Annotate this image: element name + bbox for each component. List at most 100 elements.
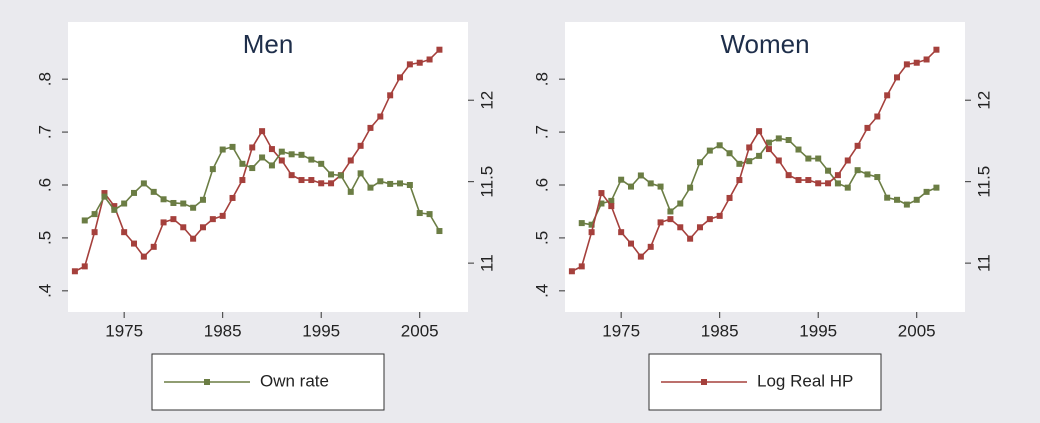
panel-title: Men — [243, 29, 294, 59]
marker — [923, 188, 930, 195]
marker — [785, 137, 792, 144]
marker — [140, 253, 147, 260]
marker — [864, 171, 871, 178]
marker — [716, 142, 723, 149]
marker — [805, 177, 812, 184]
marker — [825, 167, 832, 174]
marker — [121, 229, 128, 236]
marker — [588, 221, 595, 228]
marker — [328, 171, 335, 178]
marker — [775, 157, 782, 164]
marker — [736, 177, 743, 184]
marker — [377, 113, 384, 120]
marker — [756, 128, 763, 135]
marker — [657, 183, 664, 190]
x-tick-label: 1985 — [701, 321, 739, 340]
legend-label: Own rate — [260, 371, 329, 390]
marker — [239, 177, 246, 184]
marker — [637, 172, 644, 179]
marker — [209, 166, 216, 173]
marker — [834, 180, 841, 187]
plot-area — [565, 22, 965, 312]
marker — [190, 204, 197, 211]
y-tick-label: .6 — [532, 178, 551, 192]
x-tick-label: 1975 — [105, 321, 143, 340]
marker — [160, 196, 167, 203]
marker — [268, 146, 275, 153]
marker — [377, 178, 384, 185]
marker — [864, 124, 871, 131]
y-tick-label: .7 — [532, 125, 551, 139]
marker — [436, 228, 443, 235]
marker — [687, 184, 694, 191]
marker — [716, 212, 723, 219]
marker — [894, 74, 901, 81]
marker — [894, 196, 901, 203]
y2-tick-label: 11 — [477, 254, 496, 272]
marker — [657, 219, 664, 226]
marker — [160, 219, 167, 226]
marker — [278, 148, 285, 155]
marker — [628, 183, 635, 190]
marker — [406, 181, 413, 188]
marker — [328, 180, 335, 187]
marker — [726, 150, 733, 157]
marker — [298, 177, 305, 184]
marker — [608, 197, 615, 204]
marker — [578, 263, 585, 270]
marker — [278, 157, 285, 164]
marker — [101, 190, 108, 197]
y2-tick-label: 12 — [974, 91, 993, 110]
marker — [367, 124, 374, 131]
marker — [170, 199, 177, 206]
marker — [81, 263, 88, 270]
marker — [170, 216, 177, 223]
marker — [765, 146, 772, 153]
marker — [667, 216, 674, 223]
marker — [298, 151, 305, 158]
marker — [219, 212, 226, 219]
marker — [647, 243, 654, 250]
marker — [677, 200, 684, 207]
y-tick-label: .8 — [35, 72, 54, 86]
marker — [933, 46, 940, 53]
marker — [416, 59, 423, 66]
marker — [288, 151, 295, 158]
marker — [337, 172, 344, 179]
marker — [397, 74, 404, 81]
marker — [239, 160, 246, 167]
marker — [736, 160, 743, 167]
marker — [219, 146, 226, 153]
marker — [815, 155, 822, 162]
marker — [588, 229, 595, 236]
legend-label: Log Real HP — [757, 371, 853, 390]
legend-marker — [204, 379, 210, 385]
marker — [318, 160, 325, 167]
marker — [874, 174, 881, 181]
x-tick-label: 1995 — [799, 321, 837, 340]
marker — [825, 180, 832, 187]
marker — [387, 92, 394, 99]
marker — [259, 128, 266, 135]
y2-tick-label: 11.5 — [974, 166, 993, 198]
marker — [834, 172, 841, 179]
y2-tick-label: 12 — [477, 91, 496, 110]
marker — [71, 268, 78, 275]
marker — [608, 203, 615, 210]
marker — [775, 135, 782, 142]
marker — [406, 61, 413, 68]
y-tick-label: .4 — [532, 284, 551, 298]
marker — [347, 157, 354, 164]
marker — [268, 162, 275, 169]
marker — [416, 210, 423, 217]
marker — [706, 147, 713, 154]
marker — [199, 224, 206, 231]
marker — [884, 194, 891, 201]
marker — [913, 196, 920, 203]
marker — [844, 157, 851, 164]
marker — [933, 184, 940, 191]
marker — [746, 144, 753, 151]
x-tick-label: 1995 — [302, 321, 340, 340]
marker — [199, 196, 206, 203]
marker — [101, 193, 108, 200]
